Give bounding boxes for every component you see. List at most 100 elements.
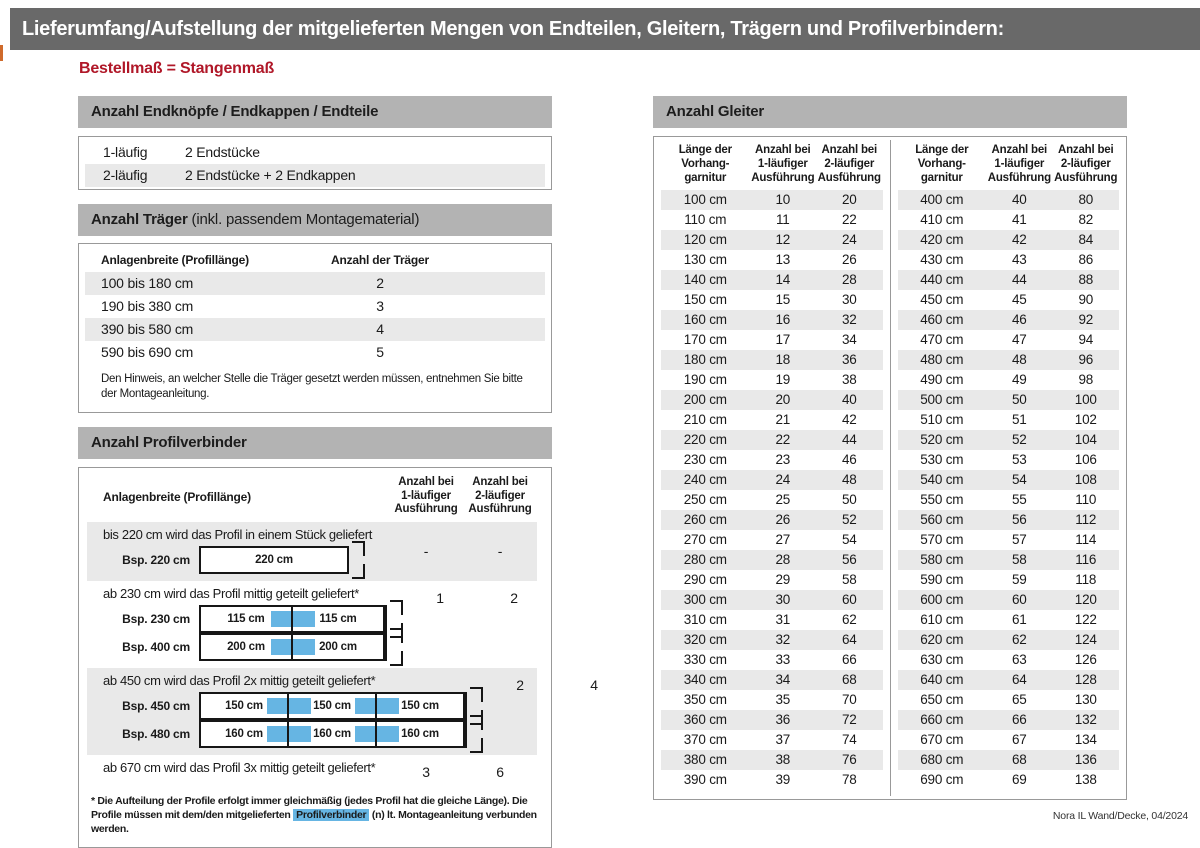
gleiter-row: 300 cm 30 60 xyxy=(661,590,883,610)
gleiter-cell: 260 cm xyxy=(683,512,727,527)
gleiter-cell: 90 xyxy=(1078,292,1094,307)
gleiter-cell: 32 xyxy=(775,632,791,647)
gleiter-cell: 570 cm xyxy=(920,532,964,547)
gleiter-row: 430 cm 43 86 xyxy=(898,250,1120,270)
traeger-row-count: 3 xyxy=(376,298,384,314)
gleiter-col-header: Anzahl bei 1-läufiger Ausführung xyxy=(751,144,815,184)
right-column: Anzahl Gleiter Länge der Vorhang- garnit… xyxy=(653,96,1127,800)
pv-count-1laeufig: 1 xyxy=(436,590,444,607)
traeger-row-range: 190 bis 380 cm xyxy=(101,298,194,314)
gleiter-cell: 180 cm xyxy=(683,352,727,367)
gleiter-cell: 26 xyxy=(775,512,791,527)
gleiter-row: 280 cm 28 56 xyxy=(661,550,883,570)
gleiter-cell: 57 xyxy=(1012,532,1027,547)
gleiter-col-header: Anzahl bei 2-läufiger Ausführung xyxy=(1054,144,1118,184)
gleiter-cell: 28 xyxy=(775,552,791,567)
pv-col-header-2laeufig: Anzahl bei 2-läufiger Ausführung xyxy=(468,476,532,516)
gleiter-cell: 270 cm xyxy=(683,532,727,547)
footnote-highlight: Profilverbinder xyxy=(293,809,370,822)
pv-count-1laeufig: 2 xyxy=(516,677,524,694)
gleiter-cell: 118 xyxy=(1075,572,1097,587)
gleiter-cell: 96 xyxy=(1078,352,1094,367)
gleiter-row: 490 cm 49 98 xyxy=(898,370,1120,390)
gleiter-cell: 510 cm xyxy=(920,412,964,427)
gleiter-cell: 36 xyxy=(775,712,791,727)
gleiter-row: 590 cm 59 118 xyxy=(898,570,1120,590)
traeger-note: Den Hinweis, an welcher Stelle die Träge… xyxy=(101,373,523,401)
profile-segment-label: 160 cm xyxy=(289,722,377,747)
gleiter-cell: 62 xyxy=(841,612,857,627)
gleiter-col-header: Anzahl bei 1-läufiger Ausführung xyxy=(987,144,1051,184)
endteile-row: 1-läufig 2 Endstücke xyxy=(85,141,545,164)
traeger-row-count: 5 xyxy=(376,344,384,360)
gleiter-row: 140 cm 14 28 xyxy=(661,270,883,290)
gleiter-cell: 47 xyxy=(1012,332,1027,347)
gleiter-cell: 52 xyxy=(1012,432,1027,447)
gleiter-cell: 54 xyxy=(841,532,857,547)
gleiter-row: 530 cm 53 106 xyxy=(898,450,1120,470)
profilverbinder-row-main: ab 230 cm wird das Profil mittig geteilt… xyxy=(87,585,403,667)
gleiter-row: 230 cm 23 46 xyxy=(661,450,883,470)
gleiter-cell: 31 xyxy=(775,612,791,627)
gleiter-row: 440 cm 44 88 xyxy=(897,270,1119,290)
gleiter-cell: 44 xyxy=(841,432,857,447)
gleiter-cell: 62 xyxy=(1012,632,1027,647)
profile-diagram: 200 cm 200 cm xyxy=(199,633,387,662)
traeger-row: 190 bis 380 cm 3 xyxy=(85,295,545,318)
gleiter-cell: 34 xyxy=(841,332,857,347)
profile-segment-label: 115 cm xyxy=(293,607,385,632)
endteile-row-value: 2 Endstücke + 2 Endkappen xyxy=(185,167,356,183)
profilverbinder-table-header: Anlagenbreite (Profillänge) Anzahl bei 1… xyxy=(87,476,537,517)
gleiter-row: 100 cm 10 20 xyxy=(661,190,883,210)
gleiter-cell: 190 cm xyxy=(683,372,727,387)
footnote-text-pre: * Die Aufteilung der Profile erfolgt imm… xyxy=(91,795,528,822)
gleiter-row: 380 cm 38 76 xyxy=(661,750,883,770)
gleiter-cell: 310 cm xyxy=(683,612,727,627)
gleiter-cell: 300 cm xyxy=(683,592,727,607)
pv-count-2laeufig: 2 xyxy=(510,590,518,607)
profile-example: Bsp. 450 cm 150 cm 150 cm 150 cm xyxy=(87,687,483,726)
gleiter-cell: 66 xyxy=(841,652,857,667)
gleiter-cell: 52 xyxy=(841,512,857,527)
gleiter-cell: 19 xyxy=(775,372,791,387)
profilverbinder-row-main: bis 220 cm wird das Profil in einem Stüc… xyxy=(87,526,389,580)
gleiter-row: 350 cm 35 70 xyxy=(661,690,883,710)
gleiter-cell: 330 cm xyxy=(683,652,727,667)
gleiter-row: 450 cm 45 90 xyxy=(898,290,1120,310)
profile-segment-label: 200 cm xyxy=(293,635,385,660)
profile-example: Bsp. 220 cm 220 cm xyxy=(87,541,389,580)
pv-col-header-breite: Anlagenbreite (Profillänge) xyxy=(103,489,251,504)
gleiter-cell: 540 cm xyxy=(920,472,964,487)
profilverbinder-row: ab 670 cm wird das Profil 3x mittig gete… xyxy=(87,755,537,787)
end-piece-icon xyxy=(352,541,365,580)
gleiter-cell: 98 xyxy=(1078,372,1094,387)
gleiter-cell: 360 cm xyxy=(683,712,727,727)
gleiter-table: Länge der Vorhang- garnitur Anzahl bei 1-… xyxy=(653,136,1127,800)
gleiter-row: 170 cm 17 34 xyxy=(661,330,883,350)
gleiter-row: 190 cm 19 38 xyxy=(661,370,883,390)
gleiter-col-header: Länge der Vorhang- garnitur xyxy=(678,144,732,184)
traeger-title-bold: Anzahl Träger xyxy=(91,211,188,228)
gleiter-cell: 22 xyxy=(775,432,791,447)
profile-segment-label: 220 cm xyxy=(255,554,293,567)
gleiter-cell: 43 xyxy=(1012,252,1027,267)
gleiter-row: 340 cm 34 68 xyxy=(661,670,883,690)
gleiter-row: 360 cm 36 72 xyxy=(661,710,883,730)
gleiter-cell: 30 xyxy=(841,292,857,307)
gleiter-cell: 56 xyxy=(841,552,857,567)
gleiter-cell: 21 xyxy=(775,412,791,427)
gleiter-cell: 70 xyxy=(841,692,857,707)
gleiter-cell: 16 xyxy=(775,312,791,327)
section-header-traeger: Anzahl Träger (inkl. passendem Montagema… xyxy=(78,204,552,236)
gleiter-cell: 59 xyxy=(1012,572,1027,587)
gleiter-cell: 63 xyxy=(1012,652,1027,667)
gleiter-cell: 610 cm xyxy=(920,612,964,627)
gleiter-cell: 74 xyxy=(841,732,857,747)
gleiter-cell: 690 cm xyxy=(920,772,964,787)
gleiter-cell: 120 xyxy=(1074,592,1097,607)
gleiter-row: 470 cm 47 94 xyxy=(898,330,1120,350)
gleiter-cell: 150 cm xyxy=(683,292,727,307)
gleiter-cell: 138 xyxy=(1074,772,1097,787)
gleiter-cell: 240 cm xyxy=(683,472,727,487)
gleiter-cell: 126 xyxy=(1074,652,1097,667)
